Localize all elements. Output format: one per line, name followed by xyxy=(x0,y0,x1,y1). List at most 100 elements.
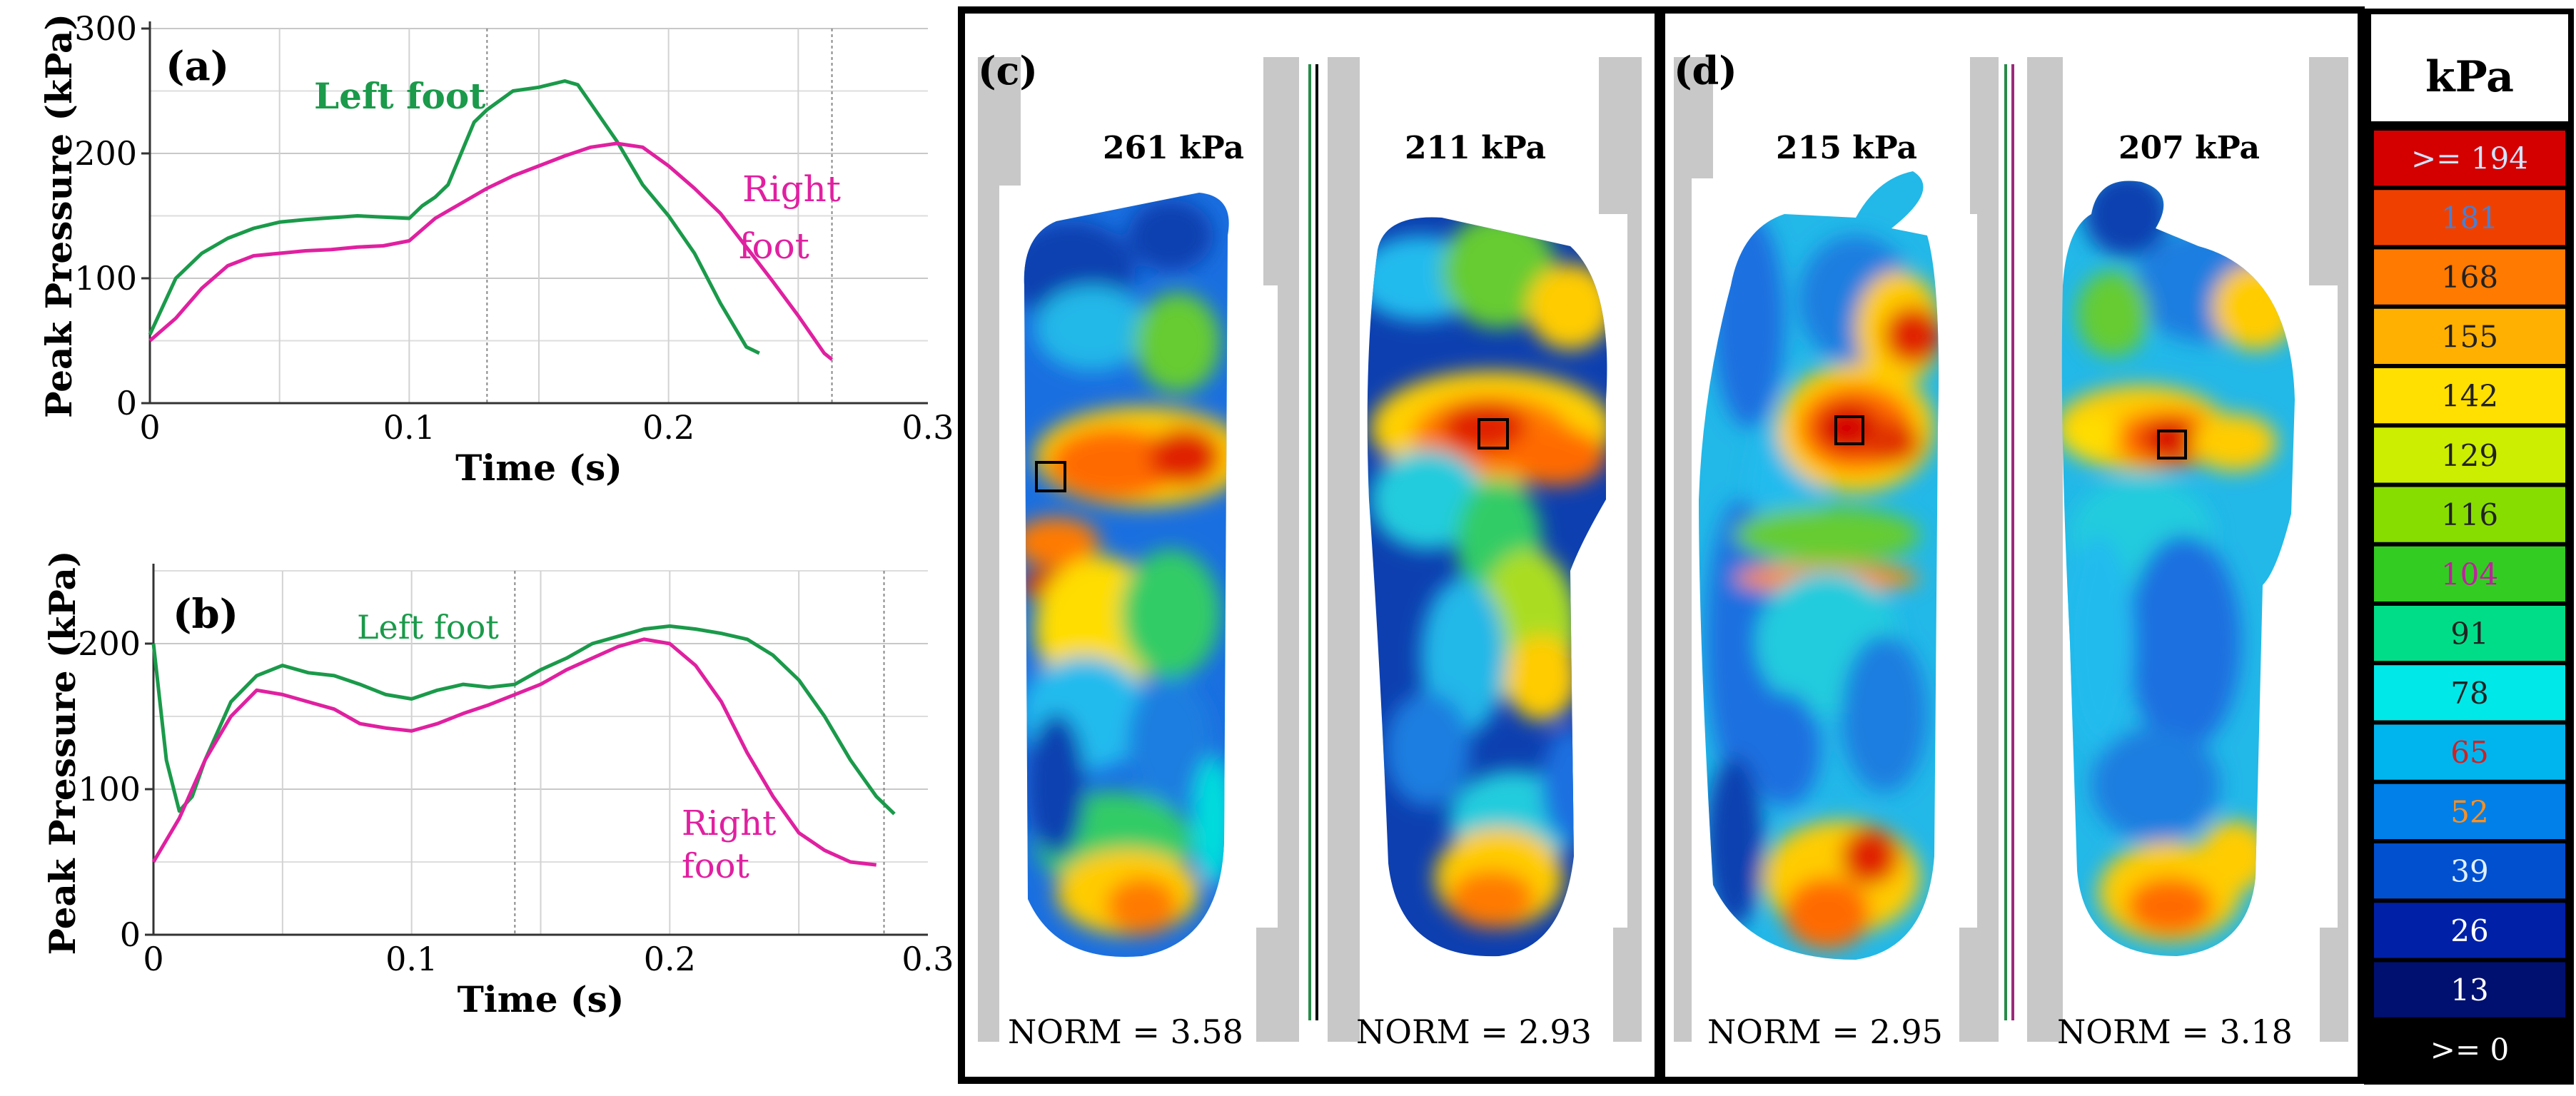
norm-c-right: NORM = 2.93 xyxy=(1356,1013,1592,1051)
pressure-maps: (c) (d) 261 kPa 211 kPa 215 kPa 207 kPa … xyxy=(958,6,2365,1084)
colorbar-label: >= 194 xyxy=(2411,141,2528,176)
colorbar-unit: kPa xyxy=(2425,52,2514,102)
footprint-c-left xyxy=(1024,193,1229,957)
colorbar-label: 13 xyxy=(2450,973,2488,1008)
pressure-region xyxy=(1749,692,1820,806)
colorbar-swatch xyxy=(2374,1021,2565,1077)
x-tick-label-a: 0.2 xyxy=(642,408,694,447)
pressure-region xyxy=(1442,217,1556,328)
panel-c-label: (c) xyxy=(978,48,1038,93)
pressure-region xyxy=(1706,756,1763,928)
colorbar-label: 65 xyxy=(2450,735,2488,770)
peak-c-left: 261 kPa xyxy=(1103,130,1244,166)
pressure-region xyxy=(1527,264,1607,350)
pressure-region xyxy=(1506,635,1577,721)
pressure-region xyxy=(1121,549,1221,678)
panel-a-label: (a) xyxy=(166,43,229,90)
colorbar-label: 129 xyxy=(2441,438,2498,473)
colorbar-label: 78 xyxy=(2450,676,2488,711)
colorbar-label: 181 xyxy=(2441,201,2498,235)
series-line-b-right-foot xyxy=(151,637,877,867)
pressure-region xyxy=(1135,293,1221,392)
colorbar-swatch xyxy=(2374,665,2565,721)
x-tick-label-b: 0.2 xyxy=(644,940,696,978)
colorbar-swatch xyxy=(2374,249,2565,305)
pressure-region xyxy=(1128,200,1213,271)
y-axis-label-b: Peak Pressure (kPa) xyxy=(41,550,84,955)
pressure-region xyxy=(1370,450,1485,549)
norm-d-right: NORM = 3.18 xyxy=(2057,1013,2293,1051)
y-axis-label-a: Peak Pressure (kPa) xyxy=(38,14,80,418)
colorbar-swatch xyxy=(2374,131,2565,186)
series-line-a-left-foot xyxy=(148,79,760,355)
peak-d-left: 215 kPa xyxy=(1776,130,1917,166)
pressure-region xyxy=(2127,535,2241,749)
peak-marker-c-left xyxy=(1035,461,1066,492)
panel-d-label: (d) xyxy=(1674,48,1737,93)
pressure-region xyxy=(2084,181,2170,257)
x-tick-label-a: 0.3 xyxy=(901,408,954,447)
pressure-region xyxy=(1024,517,1099,567)
colorbar-swatch xyxy=(2374,487,2565,542)
series-line-b-left-foot xyxy=(151,624,896,816)
peak-d-right: 207 kPa xyxy=(2118,130,2260,166)
footprint-d-left xyxy=(1699,171,1939,960)
pressure-region xyxy=(1385,692,1470,806)
legend-right-foot-a-line1: Right xyxy=(742,168,841,210)
footprint-d-right xyxy=(2061,181,2295,956)
colorbar-swatch xyxy=(2374,962,2565,1018)
colorbar-label: >= 0 xyxy=(2430,1032,2509,1067)
colorbar-label: 168 xyxy=(2441,260,2498,295)
pressure-region xyxy=(1128,678,1213,806)
colorbar-swatch xyxy=(2374,903,2565,958)
pressure-region xyxy=(2191,414,2277,471)
colorbar-swatch xyxy=(2374,368,2565,424)
footprint-c-right xyxy=(1367,217,1607,957)
colorbar-label: 91 xyxy=(2450,616,2488,651)
x-tick-label-a: 0.1 xyxy=(383,408,435,447)
pressure-region xyxy=(2127,878,2213,935)
y-tick-label-a: 100 xyxy=(74,259,137,298)
colorbar-label: 116 xyxy=(2441,497,2498,532)
legend-right-foot-a-line2: foot xyxy=(739,225,809,267)
colorbar-swatch xyxy=(2374,606,2565,661)
colorbar-swatch xyxy=(2374,546,2565,602)
pressure-region xyxy=(2091,728,2220,842)
colorbar-label: 155 xyxy=(2441,319,2498,354)
x-axis-label-b: Time (s) xyxy=(458,978,625,1020)
pressure-region xyxy=(1035,285,1149,371)
pressure-region xyxy=(1863,421,1920,464)
colorbar-swatch xyxy=(2374,190,2565,245)
colorbar-label: 142 xyxy=(2441,379,2498,414)
colorbar-swatch xyxy=(2374,843,2565,899)
pressure-region xyxy=(1884,307,1939,364)
peak-marker-c-right xyxy=(1478,418,1509,450)
pressure-region xyxy=(2077,271,2148,357)
pressure-region xyxy=(1106,878,1178,935)
pressure-region xyxy=(2063,414,2120,457)
chart-a: 0 100 200 300 0 0.1 0.2 0.3 Time (s) Peak Pressur… xyxy=(38,9,954,489)
pressure-region xyxy=(2141,421,2198,457)
pressure-region xyxy=(2063,535,2134,749)
pressure-region xyxy=(1149,428,1221,485)
peak-c-right: 211 kPa xyxy=(1405,130,1546,166)
pressure-region xyxy=(1842,635,1927,792)
x-axis-label-a: Time (s) xyxy=(455,447,622,489)
y-tick-label-a: 300 xyxy=(74,9,137,48)
colorbar-label: 104 xyxy=(2441,557,2498,592)
y-tick-label-b: 200 xyxy=(78,624,141,663)
y-tick-label-a: 200 xyxy=(74,134,137,173)
pressure-region xyxy=(1842,828,1899,885)
colorbar: kPa >= 194 181 168 155 142 129 116 104 91 78 65 52 3… xyxy=(2364,9,2574,1085)
y-tick-label-b: 0 xyxy=(120,915,141,954)
pressure-region xyxy=(1449,871,1535,928)
colorbar-swatch xyxy=(2374,724,2565,780)
colorbar-label: 39 xyxy=(2450,854,2488,889)
x-tick-label-b: 0.3 xyxy=(901,940,954,978)
pressure-region xyxy=(1734,507,1920,564)
pressure-region xyxy=(1049,428,1178,499)
panel-b-label: (b) xyxy=(173,591,238,638)
pressure-region xyxy=(1506,428,1606,485)
x-tick-label-b: 0.1 xyxy=(385,940,438,978)
legend-left-foot-a: Left foot xyxy=(314,75,485,117)
